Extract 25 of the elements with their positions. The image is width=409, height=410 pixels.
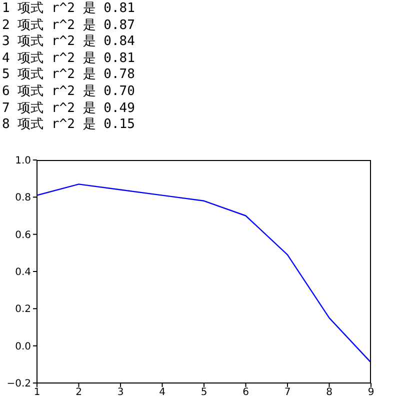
y-tick-label: 0.6: [15, 230, 31, 241]
text: 1 项式 r^2 是 0.81: [2, 1, 135, 18]
text: 8 项式 r^2 是 0.15: [2, 117, 135, 134]
y-tick-label: 0.4: [15, 267, 31, 278]
text: 3 项式 r^2 是 0.84: [2, 34, 135, 51]
x-tick-label: 9: [368, 387, 374, 398]
x-tick-label: 4: [159, 387, 166, 398]
x-tick-label: 7: [284, 387, 291, 398]
x-tick-label: 3: [117, 387, 124, 398]
text: 6 项式 r^2 是 0.70: [2, 84, 135, 101]
line-series: [37, 184, 371, 364]
x-tick-label: 1: [34, 387, 40, 398]
text: 5 项式 r^2 是 0.78: [2, 67, 135, 84]
y-tick-label: 1.0: [15, 156, 31, 167]
y-tick-label: 0.0: [15, 341, 31, 352]
text: 4 项式 r^2 是 0.81: [2, 50, 135, 67]
y-tick-label: −0.2: [6, 378, 31, 390]
x-tick-label: 5: [200, 387, 208, 398]
text: 7 项式 r^2 是 0.49: [2, 100, 135, 117]
y-tick-label: 0.8: [15, 192, 31, 204]
x-tick-label: 8: [326, 387, 332, 398]
x-tick-label: 6: [242, 387, 249, 398]
y-tick-label: 0.2: [15, 304, 31, 316]
x-tick-label: 2: [76, 387, 82, 398]
text: 2 项式 r^2 是 0.87: [2, 18, 135, 34]
